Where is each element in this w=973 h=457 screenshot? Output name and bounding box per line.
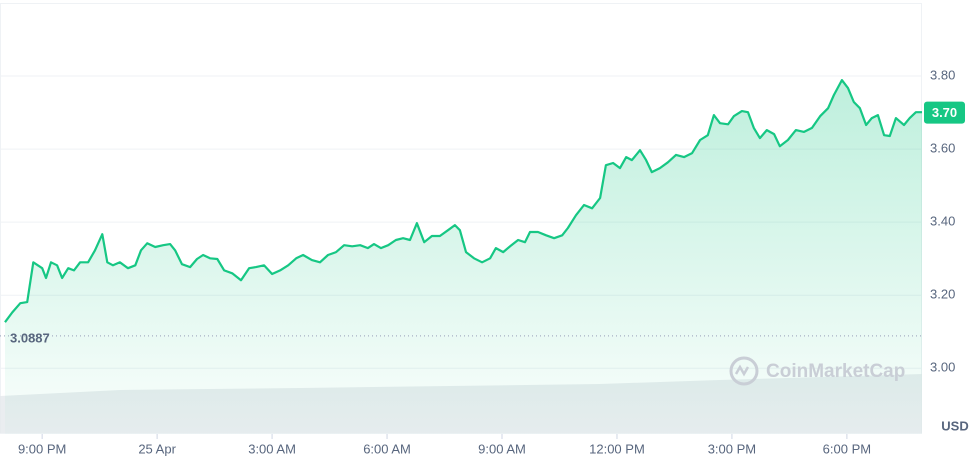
y-unit: USD (941, 418, 968, 433)
price-badge (924, 101, 965, 124)
x-tick-label: 6:00 PM (823, 441, 871, 456)
plot (4, 79, 923, 434)
x-tick-label: 12:00 PM (589, 441, 645, 456)
y-tick-label: 3.80 (930, 67, 955, 82)
price-area (4, 80, 923, 434)
reference-label: 3.0887 (10, 330, 50, 345)
price-badge-label: 3.70 (932, 105, 957, 120)
y-tick-label: 3.00 (930, 360, 955, 375)
watermark: CoinMarketCap (729, 356, 905, 386)
x-tick-label: 6:00 AM (363, 441, 411, 456)
x-tick-label: 9:00 PM (18, 441, 66, 456)
x-tick-label: 9:00 AM (478, 441, 526, 456)
y-tick-label: 3.40 (930, 214, 955, 229)
price-line (4, 79, 922, 323)
x-tick-label: 25 Apr (138, 441, 176, 456)
y-tick-label: 3.60 (930, 141, 955, 156)
y-tick-label: 3.20 (930, 287, 955, 302)
watermark-text: CoinMarketCap (766, 361, 905, 382)
x-tick-label: 3:00 PM (708, 441, 756, 456)
x-tick-label: 3:00 AM (248, 441, 296, 456)
